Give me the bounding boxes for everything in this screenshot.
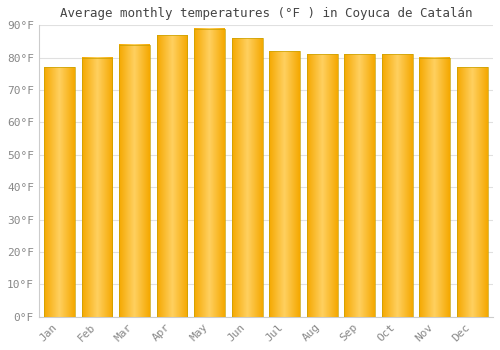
Bar: [344, 55, 375, 317]
Bar: [457, 68, 488, 317]
Bar: [420, 58, 450, 317]
Bar: [270, 51, 300, 317]
Title: Average monthly temperatures (°F ) in Coyuca de Catalán: Average monthly temperatures (°F ) in Co…: [60, 7, 472, 20]
Bar: [307, 55, 338, 317]
Bar: [232, 38, 262, 317]
Bar: [44, 68, 75, 317]
Bar: [156, 35, 188, 317]
Bar: [194, 28, 225, 317]
Bar: [119, 45, 150, 317]
Bar: [382, 55, 412, 317]
Bar: [82, 58, 112, 317]
